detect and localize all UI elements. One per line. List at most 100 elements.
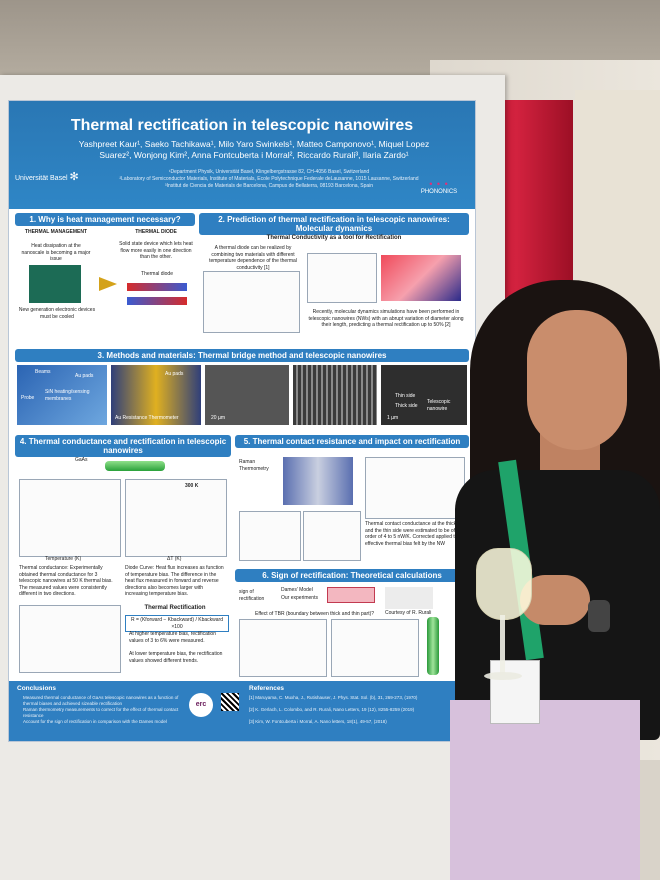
label-thick-side: Thick side [395, 403, 418, 409]
affiliation-2: ²Laboratory of Semiconductor Materials, … [119, 176, 419, 182]
diode-bar-forward [127, 283, 187, 291]
label-beams: Beams [35, 369, 51, 375]
reference-3: [3] Kim, W. Fontcuberta i Morral, A. Nan… [249, 719, 387, 724]
section-6: 6. Sign of rectification: Theoretical ca… [235, 569, 469, 679]
contact-graph-1 [303, 511, 361, 561]
conductivity-graph-2 [307, 253, 377, 303]
poster-header [9, 101, 475, 209]
dots-icon: • • • [429, 179, 449, 189]
diode-symbol-label: Thermal diode [141, 271, 173, 277]
courtesy-label: Courtesy of R. Rurali [385, 610, 432, 616]
conductivity-graph-1 [203, 271, 300, 333]
erc-logo-text: erc [195, 701, 207, 708]
nanowire-illustration [105, 461, 165, 471]
references-heading: References [249, 685, 285, 692]
material-label: GaAs [75, 457, 88, 463]
diode-curve-graph [125, 479, 227, 557]
rectification-bullet-2: At lower temperature bias, the rectifica… [129, 651, 223, 664]
poster-authors: Yashpreet Kaur¹, Saeko Tachikawa¹, Milo … [78, 139, 430, 160]
contact-graph-2 [365, 457, 465, 519]
sem-image-device [205, 365, 289, 425]
poster-affiliations: ¹Department Physik, Universität Basel, K… [119, 169, 419, 190]
arrow-right-icon [99, 277, 117, 291]
raman-spectrum-graph [239, 511, 301, 561]
md-simulation-3d-plot [381, 255, 461, 301]
section-3: 3. Methods and materials: Thermal bridge… [15, 349, 469, 429]
section-2-text-2: Recently, molecular dynamics simulations… [308, 309, 464, 328]
wine-glass-base [484, 672, 522, 680]
section-2-subheading: Thermal Conductivity as a tool for Recti… [266, 235, 402, 241]
temp-300k-label: 300 K [185, 483, 199, 489]
person-lilac-pants [450, 700, 640, 880]
scientific-poster: Thermal rectification in telescopic nano… [8, 100, 476, 742]
theory-graph-2 [331, 619, 419, 677]
wine-glass-stem [500, 615, 505, 675]
rectification-formula: R = (Kforward − Kbackward) / Kbackward ×… [125, 615, 229, 632]
poster-title: Thermal rectification in telescopic nano… [70, 117, 414, 134]
rectification-factor-graph [19, 605, 121, 673]
thermal-bridge-schematic [17, 365, 107, 425]
label-scale-1um: 1 µm [387, 415, 399, 421]
poster-footer: Conclusions Measured thermal conductance… [9, 681, 475, 741]
erc-logo: erc [189, 693, 213, 717]
university-basel-logo: Universität Basel ✻ [15, 171, 85, 183]
label-thin-side: Thin side [395, 393, 416, 399]
our-experiments-label: Our experiments [281, 595, 318, 601]
section-5-text: Thermal contact conductance at the thick… [365, 521, 464, 547]
section-2: 2. Prediction of thermal rectification i… [199, 213, 469, 343]
label-resistance-thermometer: Au Resistance Thermometer [115, 415, 179, 421]
sem-image-telescopic [381, 365, 467, 425]
section-1: 1. Why is heat management necessary? THE… [15, 213, 195, 333]
thermal-conductance-graph [19, 479, 121, 557]
label-au-pads: Au pads [75, 373, 94, 379]
thermal-diode-label: THERMAL DIODE [135, 229, 177, 235]
reference-1: [1] Maruyama, C. Muxha, J., Rutishauser,… [249, 695, 418, 700]
section-5-heading: 5. Thermal contact resistance and impact… [235, 435, 469, 448]
electronics-text: New generation electronic devices must b… [18, 307, 96, 320]
label-probe: Probe [21, 395, 35, 401]
thermal-management-text: Heat dissipation at the nanoscale is bec… [21, 243, 91, 262]
qr-code-icon [221, 693, 239, 711]
section-4-text-2: Diode Curve: Heat flux increases as func… [125, 565, 224, 597]
section-6-heading: 6. Sign of rectification: Theoretical ca… [235, 569, 469, 582]
chip-image [29, 265, 81, 303]
university-logo-text: Universität Basel [15, 175, 68, 182]
label-membranes: SiN heating/sensing membranes [45, 389, 90, 402]
label-telescopic-nanowire: Telescopic nanowire [427, 399, 451, 412]
section-4-text-1: Thermal conductance: Experimentally obta… [19, 565, 113, 597]
device-schematic [111, 365, 201, 425]
rectification-bullet-1: At higher temperature bias, rectificatio… [129, 631, 216, 644]
conclusion-2: Raman thermometry measurements to correc… [23, 707, 179, 718]
section-2-heading: 2. Prediction of thermal rectification i… [199, 213, 469, 235]
phononics-logo-text: PHONONICS [420, 189, 458, 195]
affiliation-1: ¹Department Physik, Universität Basel, K… [168, 169, 370, 175]
conclusion-1: Measured thermal conductance of GaAs tel… [23, 695, 179, 706]
tbr-effect-label: Effect of TBR (boundary between thick an… [255, 611, 375, 617]
diode-bar-reverse [127, 297, 187, 305]
phononics-logo: • • • PHONONICS [409, 179, 469, 195]
label-au-pads-2: Au pads [165, 371, 184, 377]
section-3-heading: 3. Methods and materials: Thermal bridge… [15, 349, 469, 362]
thermal-diode-text: Solid state device which lets heat flow … [119, 241, 193, 260]
affiliation-3: ³Institut de Ciencia de Materials de Bar… [164, 183, 374, 189]
raman-thermometry-label: Raman Thermometry [239, 459, 269, 472]
person-face [527, 310, 627, 450]
sem-image-nanowires [293, 365, 377, 425]
wine-glass [476, 548, 532, 620]
conductance-xlabel: Temperature (K) [45, 556, 82, 562]
wristwatch-icon [588, 600, 610, 632]
section-4-heading: 4. Thermal conductance and rectification… [15, 435, 231, 457]
raman-setup-image [283, 457, 353, 505]
conclusion-3: Account for the sign of rectification in… [23, 719, 167, 724]
theory-graph-1 [239, 619, 327, 677]
conclusions-heading: Conclusions [17, 685, 57, 692]
nanowire-model-image [385, 587, 433, 609]
sign-comparison-box [327, 587, 375, 603]
snowflake-icon: ✻ [69, 171, 79, 183]
name-badge [490, 660, 540, 724]
telescopic-nanowire-drawing [427, 617, 439, 675]
thermal-management-label: THERMAL MANAGEMENT [24, 229, 88, 235]
section-5: 5. Thermal contact resistance and impact… [235, 435, 469, 565]
rectification-heading: Thermal Rectification [144, 605, 206, 611]
section-1-heading: 1. Why is heat management necessary? [15, 213, 195, 226]
